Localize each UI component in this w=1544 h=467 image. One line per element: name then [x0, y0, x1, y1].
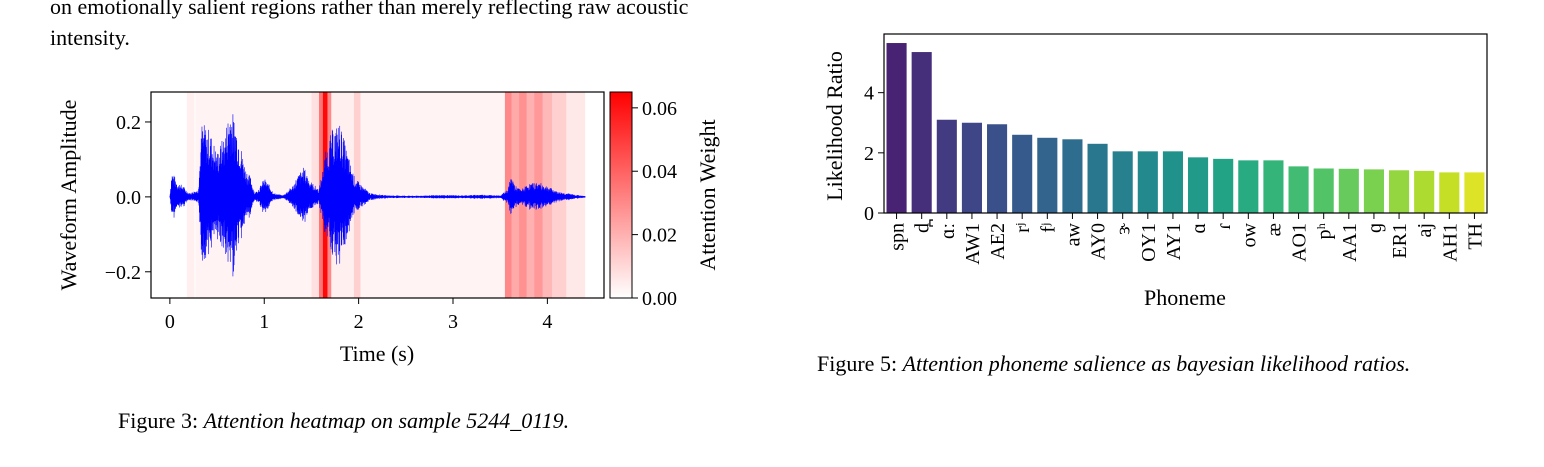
figure-5-caption-text: Attention phoneme salience as bayesian l…	[902, 351, 1411, 376]
y-axis-label: Waveform Amplitude	[56, 100, 81, 291]
figure-5-caption: Figure 5: Attention phoneme salience as …	[817, 349, 1498, 379]
x-tick-label: 2	[354, 311, 364, 333]
colorbar-tick-label: 0.02	[642, 225, 677, 247]
colorbar-tick-label: 0.06	[642, 98, 677, 120]
plot-frame	[150, 91, 605, 299]
x-tick-label: 1	[259, 311, 269, 333]
colorbar-tick-label: 0.04	[642, 161, 677, 183]
figure-3-caption-text: Attention heatmap on sample 5244_0119.	[203, 408, 570, 433]
y-tick-label: 0.2	[116, 112, 141, 134]
figure-3-label: Figure 3:	[118, 408, 199, 433]
colorbar-ticks: 0.00 0.02 0.04 0.06	[632, 98, 677, 310]
colorbar-tick-label: 0.00	[642, 288, 677, 310]
waveform-trace	[169, 114, 586, 277]
x-tick-label: 3	[448, 311, 458, 333]
colorbar-label: Attention Weight	[695, 119, 720, 270]
y-tick-label: 0.0	[116, 187, 141, 209]
figure-3-caption: Figure 3: Attention heatmap on sample 52…	[118, 406, 569, 436]
y-axis-ticks: −0.2 0.0 0.2	[105, 112, 151, 284]
x-tick-label: 4	[542, 311, 552, 333]
x-axis-ticks: 0 1 2 3 4	[165, 298, 552, 333]
colorbar	[609, 91, 633, 299]
x-axis-label: Time (s)	[340, 341, 414, 366]
body-text-paragraph: on emotionally salient regions rather th…	[50, 0, 689, 50]
y-tick-label: −0.2	[105, 262, 141, 284]
attention-band	[360, 92, 505, 298]
figure-5-label: Figure 5:	[817, 351, 898, 376]
x-tick-label: 0	[165, 311, 175, 333]
attention-band	[566, 92, 586, 298]
